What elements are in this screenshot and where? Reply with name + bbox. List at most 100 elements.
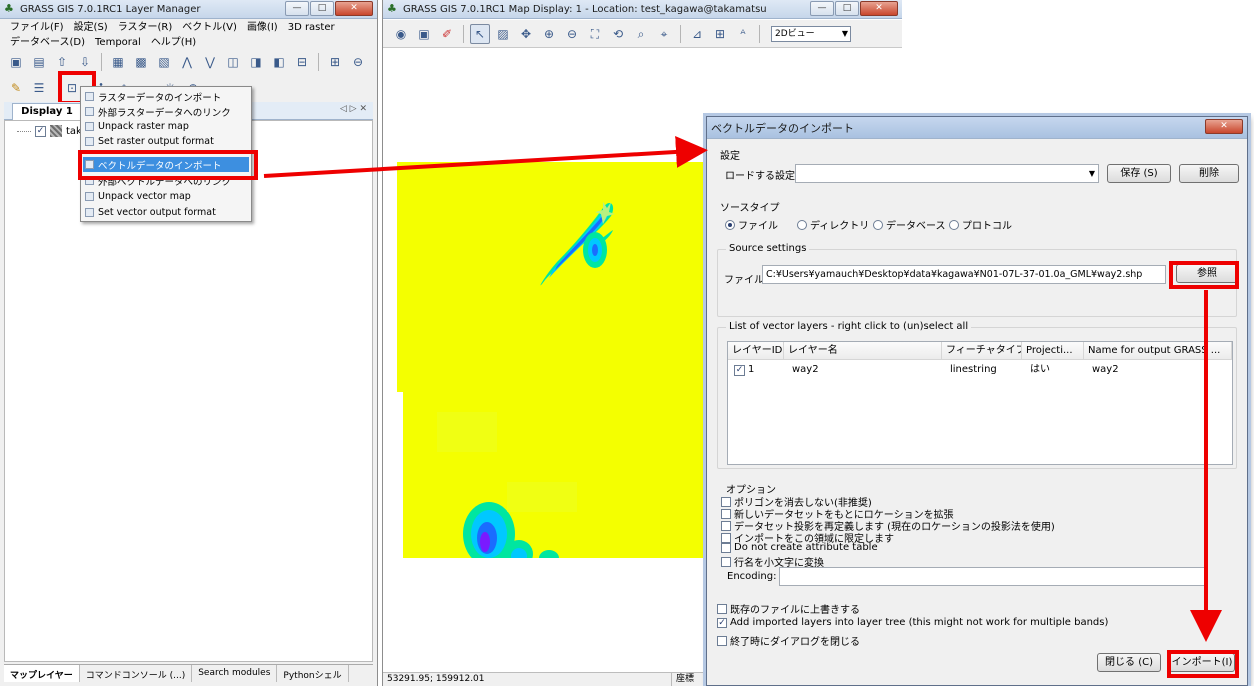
option-limit-region[interactable]: インポートをこの領域に限定します [721,530,894,545]
menu-temporal[interactable]: Temporal [95,37,141,48]
menu-item-import-raster[interactable]: ラスターデータのインポート [83,89,249,104]
map-canvas[interactable] [397,162,705,558]
remove-layer-icon[interactable]: ⊟ [296,55,308,69]
minimize-icon[interactable]: — [285,1,309,16]
zoom-region-icon[interactable]: ⛶ [590,26,600,41]
load-settings-select[interactable]: ▼ [795,164,1099,183]
option-override-projection[interactable]: データセット投影を再定義します (現在のロケーションの投影法を使用) [721,518,1055,533]
radio-source-protocol[interactable]: プロトコル [949,217,1012,232]
menu-settings[interactable]: 設定(S) [73,22,108,33]
save-settings-button[interactable]: 保存 (S) [1107,164,1171,183]
tab-display-1[interactable]: Display 1 [12,103,82,120]
option-lowercase-columns[interactable]: 行名を小文字に変換 [721,554,824,569]
radio-source-database[interactable]: データベース [873,217,946,232]
add-vector-multi-icon[interactable]: ⋁ [205,55,215,69]
add-rgb-icon[interactable]: ▧ [158,55,170,69]
column-header-feature-type[interactable]: フィーチャタイプ [942,342,1022,360]
checkbox-icon[interactable] [721,556,731,567]
menu-raster[interactable]: ラスター(R) [117,22,173,33]
pointer-icon[interactable]: ↖ [470,24,490,44]
add-group-icon[interactable]: ◧ [273,55,285,69]
checkbox-icon[interactable] [721,496,731,507]
render-icon[interactable]: ▣ [418,27,430,41]
attribute-table-icon[interactable]: ☰ [33,81,45,95]
maximize-icon[interactable]: □ [310,1,334,16]
menu-database[interactable]: データベース(D) [10,37,86,48]
edit-pencil-icon[interactable]: ✎ [10,81,22,95]
encoding-input[interactable] [779,567,1205,586]
option-no-attribute-table[interactable]: Do not create attribute table [721,542,878,553]
checkbox-icon[interactable] [721,508,731,519]
file-path-input[interactable]: C:¥Users¥yamauch¥Desktop¥data¥kagawa¥N01… [762,265,1166,284]
menu-item-unpack-raster[interactable]: Unpack raster map [83,119,249,134]
menu-file[interactable]: ファイル(F) [10,22,64,33]
option-add-layers[interactable]: ✓ Add imported layers into layer tree (th… [717,617,1108,628]
move-up-icon[interactable]: ⇧ [56,55,68,69]
zoom-menu-icon[interactable]: ⌕ [637,26,645,41]
analyze-icon[interactable]: ⊿ [691,27,703,41]
menu-item-import-vector[interactable]: ベクトルデータのインポート [83,157,249,172]
view-mode-select[interactable]: 2Dビュー ▼ [771,26,851,42]
query-icon[interactable]: ▨ [497,27,509,41]
erase-icon[interactable]: ✐ [441,27,453,41]
close-button[interactable]: 閉じる (C) [1097,653,1161,672]
column-header-output-name[interactable]: Name for output GRASS ... [1084,342,1232,360]
tab-search-modules[interactable]: Search modules [192,665,278,682]
radio-source-file[interactable]: ファイル [725,217,778,232]
menu-item-unpack-vector[interactable]: Unpack vector map [83,189,249,204]
add-overlay-icon[interactable]: ◫ [227,55,239,69]
add-command-icon[interactable]: ◨ [250,55,262,69]
menu-imagery[interactable]: 画像(I) [246,22,278,33]
vector-layers-table[interactable]: レイヤーID レイヤー名 フィーチャタイプ Projecti... Name f… [727,341,1233,465]
checkbox-icon[interactable]: ✓ [734,364,745,376]
close-icon[interactable]: ✕ [860,1,898,16]
new-display-icon[interactable]: ▣ [10,55,22,69]
tab-command-console[interactable]: コマンドコンソール (...) [80,665,193,682]
option-extend-location[interactable]: 新しいデータセットをもとにロケーションを拡張 [721,506,954,521]
checkbox-icon[interactable] [721,520,731,531]
overlay-icon[interactable]: ⊞ [714,27,726,41]
zoom-in-icon[interactable]: ⊕ [543,27,555,41]
layer-manager-titlebar[interactable]: ♣ GRASS GIS 7.0.1RC1 Layer Manager — □ ✕ [0,0,377,19]
map-display-titlebar[interactable]: ♣ GRASS GIS 7.0.1RC1 Map Display: 1 - Lo… [383,0,902,19]
menu-item-vector-output-format[interactable]: Set vector output format [83,205,249,220]
move-down-icon[interactable]: ⇩ [79,55,91,69]
maximize-icon[interactable]: □ [835,1,859,16]
radio-source-directory[interactable]: ディレクトリ [797,217,869,232]
dialog-titlebar[interactable]: ベクトルデータのインポート ✕ [707,117,1247,139]
close-icon[interactable]: ✕ [335,1,373,16]
add-raster-multi-icon[interactable]: ▩ [135,55,147,69]
tab-python-shell[interactable]: Pythonシェル [277,665,349,682]
checkbox-icon[interactable] [717,635,727,646]
remove-icon[interactable]: ⊖ [352,55,364,69]
column-header-layer-id[interactable]: レイヤーID [728,342,784,360]
workspace-open-icon[interactable]: ▤ [33,55,45,69]
display-map-icon[interactable]: ◉ [395,27,407,41]
zoom-out-icon[interactable]: ⊖ [566,27,578,41]
add-vector-icon[interactable]: ⋀ [182,55,192,69]
import-icon[interactable]: ⊡ [66,81,78,95]
tab-map-layers[interactable]: マップレイヤー [4,665,80,682]
tab-controls[interactable]: ◁ ▷ ✕ [339,104,367,114]
menu-vector[interactable]: ベクトル(V) [182,22,237,33]
option-no-clean[interactable]: ポリゴンを消去しない(非推奨) [721,494,872,509]
option-close-on-finish[interactable]: 終了時にダイアログを閉じる [717,633,860,648]
zoom-extent-icon[interactable]: ⌖ [660,26,668,41]
zoom-back-icon[interactable]: ⟲ [612,27,624,41]
pan-icon[interactable]: ✥ [520,27,532,41]
minimize-icon[interactable]: — [810,1,834,16]
checkbox-icon[interactable] [721,542,731,553]
close-icon[interactable]: ✕ [1205,119,1243,134]
checkbox-icon[interactable] [717,603,727,614]
checkbox-icon[interactable]: ✓ [717,617,727,628]
add-misc-icon[interactable]: ⊞ [329,55,341,69]
delete-settings-button[interactable]: 削除 [1179,164,1239,183]
menu-item-link-raster[interactable]: 外部ラスターデータへのリンク [83,104,249,119]
status-mode-label[interactable]: 座標 [671,673,694,686]
column-header-layer-name[interactable]: レイヤー名 [784,342,942,360]
add-raster-icon[interactable]: ▦ [112,55,124,69]
menu-item-raster-output-format[interactable]: Set raster output format [83,134,249,149]
layer-visible-checkbox[interactable]: ✓ [35,125,46,137]
decoration-icon[interactable]: ᴬ [740,27,746,41]
menu-3d-raster[interactable]: 3D raster [287,22,335,33]
